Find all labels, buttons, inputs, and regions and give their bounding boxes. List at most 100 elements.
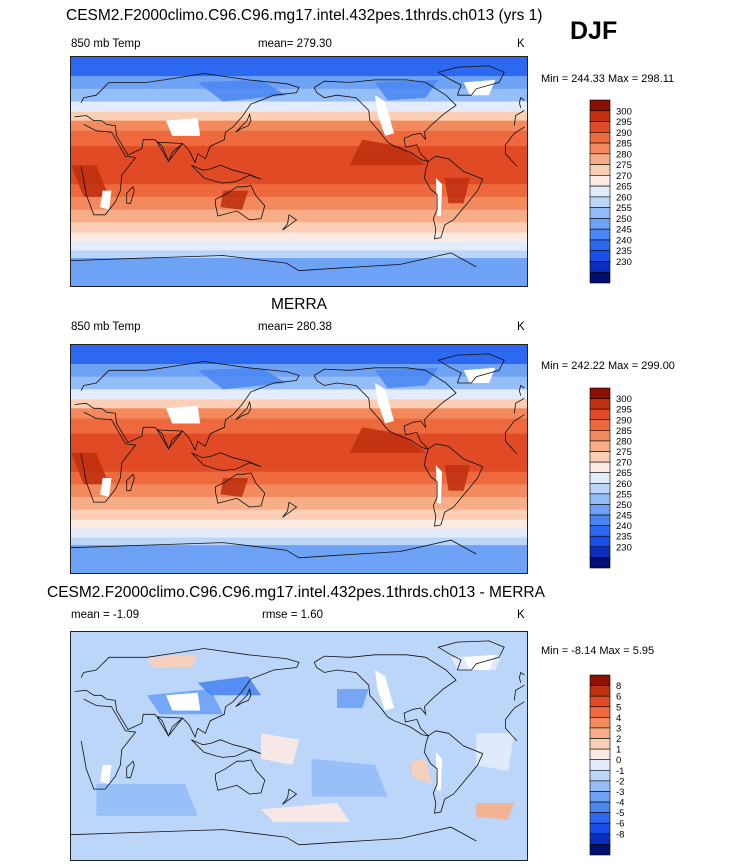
anomaly-patch <box>311 758 388 797</box>
coastline-eurasia <box>74 73 300 164</box>
colorbar-label: 250 <box>616 214 632 225</box>
colorbar-label: 230 <box>616 257 632 268</box>
panel2-minmax: Min = 242.22 Max = 299.00 <box>541 360 675 372</box>
field-band <box>71 471 527 485</box>
field-band <box>71 418 527 435</box>
field-band <box>71 222 527 234</box>
colorbar-label: 8 <box>616 681 621 692</box>
coastline-africa <box>505 719 518 742</box>
missing-data <box>100 765 112 784</box>
colorbar-box <box>589 398 611 410</box>
missing-data <box>100 190 112 210</box>
colorbar-box <box>589 430 611 442</box>
colorbar-label: 265 <box>616 468 632 479</box>
panel3-title: CESM2.F2000climo.C96.C96.mg17.intel.432p… <box>47 584 545 601</box>
coastline-namerica <box>313 654 457 737</box>
colorbar-box <box>589 727 611 739</box>
coastline-africa <box>80 124 137 216</box>
colorbar-label: 280 <box>616 436 632 447</box>
coastline-india <box>156 716 184 737</box>
field-band <box>71 184 527 198</box>
colorbar-box <box>589 674 611 686</box>
field-band <box>71 258 527 286</box>
coastline-eurasia <box>513 110 525 126</box>
colorbar-box <box>589 239 611 252</box>
coastline-namerica <box>313 79 457 162</box>
colorbar-box <box>589 131 611 144</box>
field-band <box>71 484 527 498</box>
field-band <box>71 196 527 211</box>
anomaly-patch <box>261 803 350 822</box>
coastline-antarctica <box>71 252 477 272</box>
coastline-samerica <box>423 730 484 814</box>
field-band <box>71 101 527 113</box>
coastline-greenland <box>437 353 505 384</box>
coastline-greenland <box>437 640 505 671</box>
coastline-eurasia <box>74 361 300 452</box>
colorbar-box <box>589 261 611 273</box>
coastline-antarctica <box>71 826 477 846</box>
colorbar-box <box>589 218 611 230</box>
colorbar-label: 295 <box>616 405 632 416</box>
colorbar-box <box>589 440 611 452</box>
colorbar-label: 2 <box>616 734 621 745</box>
colorbar-box <box>589 706 611 718</box>
panel2-title: MERRA <box>271 296 327 313</box>
coastline-japan <box>235 112 252 133</box>
colorbar-box <box>589 695 611 708</box>
colorbar-label: 290 <box>616 415 632 426</box>
coastline-india <box>156 429 184 450</box>
colorbar-box <box>589 451 611 463</box>
panel1-map <box>70 56 528 287</box>
colorbar-label: 240 <box>616 521 632 532</box>
panel3-colorbar: 8 6 5 4 3 2 1 0 -1 -2 -3 -4 -5 -6 -8 <box>589 674 650 856</box>
colorbar-label: -5 <box>616 808 624 819</box>
colorbar-label: 245 <box>616 511 632 522</box>
colorbar-box <box>589 110 611 122</box>
colorbar-box <box>589 535 611 548</box>
panel1-colorbar: 300 295 290 285 280 275 270 265 260 255 250 245 240 2… <box>589 99 650 284</box>
colorbar-box <box>589 142 611 155</box>
missing-data <box>375 95 394 136</box>
missing-data <box>100 478 112 497</box>
anomaly-patch <box>147 654 198 668</box>
cold-patch <box>375 367 439 389</box>
coastline-eurasia <box>74 648 300 739</box>
panel3-units: K <box>517 609 525 621</box>
coastline-nz <box>282 214 298 231</box>
colorbar-box <box>589 685 611 697</box>
anomaly-patch <box>476 803 515 820</box>
coastline-eurasia <box>513 684 525 701</box>
colorbar-label: 265 <box>616 182 632 193</box>
colorbar-box <box>589 557 611 569</box>
colorbar-label: -2 <box>616 776 624 787</box>
colorbar-box <box>589 419 611 431</box>
colorbar-box <box>589 844 611 856</box>
colorbar-box <box>589 759 611 771</box>
field-band <box>71 111 527 122</box>
colorbar-label: 255 <box>616 489 632 500</box>
warm-core <box>71 165 109 197</box>
colorbar-label: 235 <box>616 532 632 543</box>
field-band <box>71 399 527 409</box>
anomaly-patch <box>476 733 515 772</box>
panel1-variable: 850 mb Temp <box>71 38 141 50</box>
colorbar-label: 0 <box>616 755 621 766</box>
warm-core <box>349 427 426 453</box>
coastline-eurasia <box>513 397 525 414</box>
colorbar-box <box>589 228 611 241</box>
colorbar-box <box>589 546 611 558</box>
colorbar-box <box>589 801 611 813</box>
colorbar-label: 230 <box>616 542 632 553</box>
warm-core <box>220 190 249 210</box>
colorbar-label: 6 <box>616 692 621 703</box>
colorbar-box <box>589 780 611 792</box>
missing-data <box>166 118 201 136</box>
colorbar-box <box>589 271 611 284</box>
coastline-nz <box>282 501 298 518</box>
colorbar-label: 285 <box>616 426 632 437</box>
field-band <box>71 519 527 530</box>
colorbar-box <box>589 153 611 165</box>
colorbar-box <box>589 822 611 835</box>
colorbar-box <box>589 461 611 474</box>
